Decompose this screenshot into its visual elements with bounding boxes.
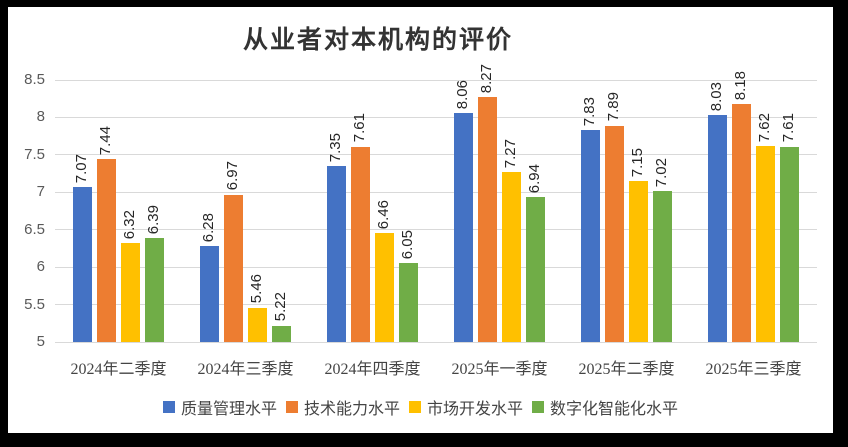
chart-title: 从业者对本机构的评价 bbox=[242, 27, 513, 54]
bar bbox=[121, 243, 140, 342]
gridline bbox=[55, 191, 817, 193]
legend-swatch bbox=[409, 401, 421, 413]
bar-value-label: 7.83 bbox=[580, 96, 598, 127]
bar-value-label: 8.06 bbox=[453, 79, 471, 109]
bar bbox=[224, 194, 243, 342]
y-tick-label: 7.5 bbox=[24, 145, 45, 163]
bar bbox=[780, 146, 799, 342]
y-tick-label: 8.5 bbox=[24, 71, 45, 88]
bar-value-label: 7.02 bbox=[652, 157, 670, 187]
bar-value-label: 7.62 bbox=[755, 112, 773, 142]
bar-value-label: 6.39 bbox=[144, 204, 162, 234]
gridline bbox=[55, 341, 817, 343]
bar-value-label: 8.03 bbox=[707, 81, 725, 112]
y-tick-label: 6 bbox=[36, 258, 45, 276]
bar-value-label: 6.97 bbox=[223, 161, 241, 191]
bar bbox=[351, 146, 370, 342]
bar-value-label: 6.94 bbox=[525, 163, 543, 193]
bar bbox=[732, 103, 751, 342]
bar-value-label: 7.27 bbox=[501, 138, 519, 169]
y-tick-label: 8 bbox=[36, 108, 45, 126]
x-category-label: 2024年三季度 bbox=[197, 361, 294, 378]
bar bbox=[629, 181, 648, 342]
bar bbox=[248, 307, 267, 342]
chart-legend: 质量管理水平 技术能力水平 市场开发水平 数字化智能化水平 bbox=[8, 395, 833, 419]
bar-value-label: 8.27 bbox=[477, 64, 495, 94]
bar-value-label: 7.07 bbox=[72, 153, 90, 184]
y-tick-label: 7 bbox=[36, 183, 45, 201]
legend-label: 市场开发水平 bbox=[427, 401, 524, 418]
legend-swatch bbox=[162, 401, 175, 413]
bar bbox=[375, 232, 394, 342]
bar-value-label: 7.44 bbox=[96, 126, 114, 156]
bar bbox=[581, 130, 600, 342]
plot-area: 5 5.5 6 6.5 7 7.5 8 8.5 7.07 7.44 6.32 6.39 2024年二季度… bbox=[24, 64, 817, 378]
legend-swatch bbox=[285, 401, 298, 413]
legend-item: 市场开发水平 bbox=[409, 395, 523, 419]
legend-label: 质量管理水平 bbox=[180, 401, 277, 418]
x-category-label: 2024年二季度 bbox=[70, 361, 167, 378]
legend-item: 技术能力水平 bbox=[285, 395, 400, 419]
bar-value-label: 7.89 bbox=[604, 92, 622, 122]
bar bbox=[653, 190, 672, 342]
gridline bbox=[55, 154, 817, 156]
y-tick-label: 5 bbox=[36, 333, 45, 350]
bar-value-label: 7.61 bbox=[350, 113, 368, 143]
bar bbox=[200, 246, 219, 342]
bar-value-label: 7.61 bbox=[779, 113, 797, 143]
bar bbox=[272, 325, 291, 342]
bar-value-label: 5.22 bbox=[271, 292, 289, 322]
bar bbox=[145, 237, 164, 342]
legend-item: 质量管理水平 bbox=[162, 395, 277, 419]
gridline bbox=[55, 304, 817, 306]
y-tick-label: 5.5 bbox=[24, 295, 45, 313]
x-category-label: 2024年四季度 bbox=[324, 361, 421, 378]
y-tick-label: 6.5 bbox=[24, 220, 45, 238]
bar-value-label: 6.05 bbox=[398, 230, 416, 260]
bar-value-label: 7.35 bbox=[326, 132, 344, 163]
gridline bbox=[55, 116, 817, 118]
x-category-label: 2025年三季度 bbox=[705, 361, 802, 378]
bar bbox=[327, 166, 346, 342]
chart-container: 从业者对本机构的评价 5 5.5 6 6.5 7 7.5 8 8.5 7.07 7.44 6.32 6… bbox=[8, 7, 833, 433]
x-category-label: 2025年二季度 bbox=[578, 361, 675, 378]
bar bbox=[97, 159, 116, 342]
bar bbox=[605, 125, 624, 342]
bar-value-label: 6.46 bbox=[374, 199, 392, 229]
legend-label: 数字化智能化水平 bbox=[550, 401, 679, 418]
gridline bbox=[55, 229, 817, 231]
bar bbox=[399, 263, 418, 342]
bar bbox=[526, 196, 545, 342]
bar-value-label: 7.15 bbox=[628, 147, 646, 178]
bar bbox=[708, 115, 727, 342]
bar-value-label: 5.46 bbox=[247, 274, 265, 304]
gridline bbox=[55, 266, 817, 268]
legend-item: 数字化智能化水平 bbox=[532, 395, 678, 419]
bar bbox=[73, 187, 92, 342]
bar-value-label: 6.28 bbox=[199, 212, 217, 243]
gridline bbox=[55, 79, 817, 81]
legend-label: 技术能力水平 bbox=[303, 401, 400, 418]
bar-value-label: 8.18 bbox=[731, 70, 749, 100]
bar bbox=[478, 97, 497, 342]
x-category-label: 2025年一季度 bbox=[451, 361, 548, 378]
bar bbox=[454, 112, 473, 342]
bar bbox=[502, 172, 521, 342]
legend-swatch bbox=[532, 401, 545, 413]
bar bbox=[756, 145, 775, 342]
bar-value-label: 6.32 bbox=[120, 210, 138, 240]
